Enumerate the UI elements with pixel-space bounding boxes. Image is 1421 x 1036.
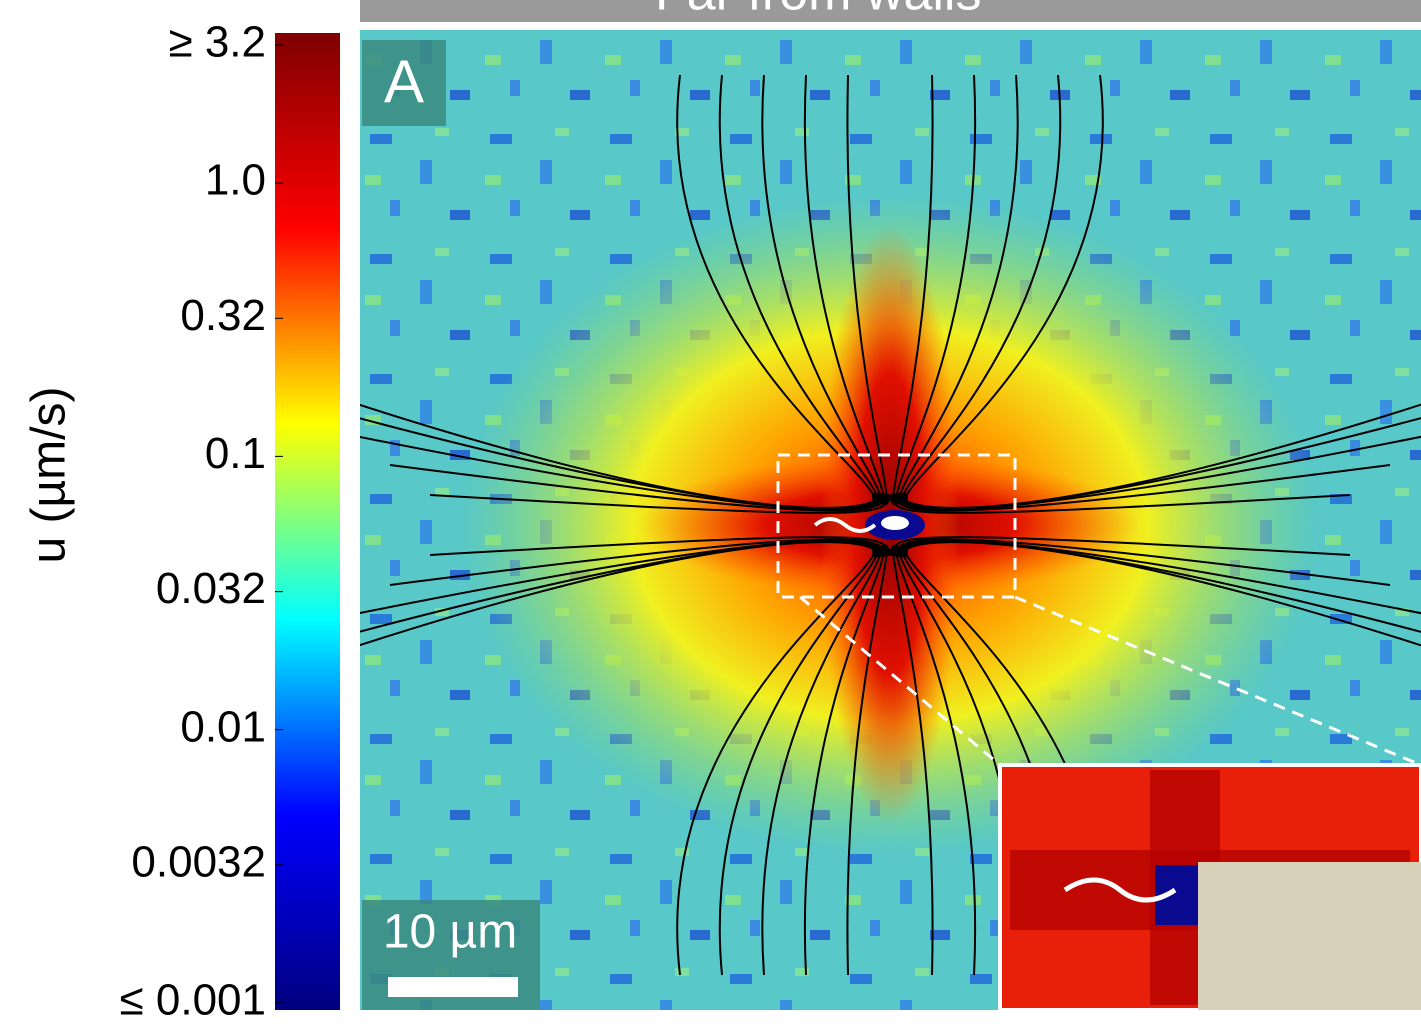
colorbar-tick-label: 0.0032: [131, 838, 266, 887]
colorbar-tick-label: 0.01: [180, 702, 266, 751]
colorbar-tick-label: ≥ 3.2: [168, 18, 266, 67]
panel-label: A: [384, 48, 424, 115]
colorbar-label: u (µm/s): [23, 387, 76, 564]
overlay-patch: [1198, 862, 1421, 1036]
title: Far from walls: [655, 0, 981, 22]
scale-bar-label: 10 µm: [383, 906, 517, 959]
colorbar: [275, 33, 340, 1010]
figure: Far from walls A 10 µm u (µm/s) ≥ 3.2 1.0…: [0, 0, 1421, 1036]
colorbar-tick-label: ≤ 0.001: [120, 976, 266, 1025]
colorbar-tick-label: 1.0: [205, 156, 266, 205]
colorbar-tick-label: 0.032: [156, 564, 266, 613]
colorbar-tick-label: 0.1: [205, 429, 266, 478]
colorbar-tick-label: 0.32: [180, 291, 266, 340]
scale-bar: [388, 977, 518, 997]
flow-map: [270, 30, 1421, 1036]
